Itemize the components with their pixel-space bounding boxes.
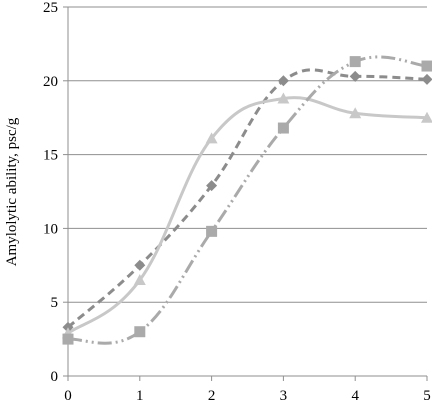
x-tick-label-1: 1 xyxy=(136,388,144,404)
data-point-square-5 xyxy=(421,60,432,72)
y-axis-title: Amylolytic ability, psc/g xyxy=(4,117,20,266)
y-tick-label-10: 10 xyxy=(43,221,58,237)
y-tick-label-20: 20 xyxy=(43,74,58,90)
x-tick-label-0: 0 xyxy=(64,388,72,404)
data-point-diamond-5 xyxy=(421,73,432,85)
data-point-square-1 xyxy=(134,326,146,338)
data-point-triangle-5 xyxy=(421,111,432,123)
data-point-square-0 xyxy=(62,333,74,345)
series-line-triangle xyxy=(66,96,429,335)
gridlines xyxy=(68,6,427,303)
y-tick-label-0: 0 xyxy=(51,369,59,385)
data-point-square-4 xyxy=(349,56,361,68)
data-point-triangle-3 xyxy=(277,92,290,104)
data-point-triangle-4 xyxy=(349,107,362,119)
y-tick-label-25: 25 xyxy=(43,0,58,16)
y-tick-label-5: 5 xyxy=(51,295,59,311)
data-point-square-3 xyxy=(277,122,289,134)
series-markers xyxy=(62,56,432,345)
data-point-triangle-1 xyxy=(133,274,146,286)
data-point-triangle-2 xyxy=(205,132,218,144)
data-point-diamond-3 xyxy=(277,75,289,87)
data-point-square-2 xyxy=(206,225,218,237)
data-point-diamond-1 xyxy=(134,259,146,271)
data-point-diamond-2 xyxy=(206,180,218,192)
x-tick-label-5: 5 xyxy=(423,388,431,404)
axes xyxy=(67,7,427,377)
x-tick-label-3: 3 xyxy=(280,388,288,404)
x-tick-label-4: 4 xyxy=(351,388,359,404)
data-point-diamond-4 xyxy=(349,70,361,82)
series-lines xyxy=(66,55,429,345)
x-tick-label-2: 2 xyxy=(208,388,216,404)
y-tick-labels: 0 5 10 15 20 25 xyxy=(43,0,68,385)
series-line-diamond xyxy=(67,68,428,329)
y-tick-label-15: 15 xyxy=(43,148,58,164)
x-tick-labels: 0 1 2 3 4 5 xyxy=(64,376,431,404)
